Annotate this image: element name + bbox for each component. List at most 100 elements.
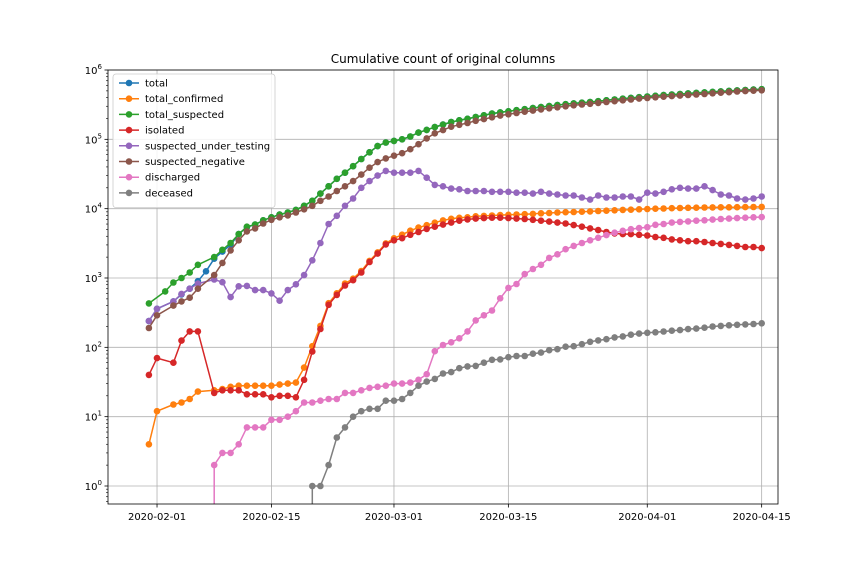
data-point	[210, 253, 218, 261]
data-point	[480, 187, 488, 195]
data-point	[309, 482, 316, 490]
data-point	[578, 101, 586, 108]
data-point	[496, 112, 504, 119]
data-point	[390, 169, 398, 176]
data-point	[742, 214, 749, 221]
data-point	[284, 286, 292, 294]
data-point	[456, 186, 463, 193]
data-point	[619, 193, 627, 200]
data-point	[693, 185, 700, 192]
data-point	[309, 202, 316, 210]
data-point	[398, 136, 406, 143]
data-point	[341, 389, 349, 397]
data-point	[611, 97, 618, 105]
data-point	[472, 215, 480, 222]
data-point	[480, 312, 488, 319]
data-point	[456, 364, 463, 372]
series-discharged	[210, 213, 765, 504]
data-point	[170, 401, 177, 408]
legend-marker	[125, 95, 133, 102]
data-point	[349, 195, 357, 202]
data-point	[268, 382, 275, 390]
legend-item: suspected_under_testing	[119, 141, 270, 152]
data-point	[537, 349, 545, 356]
data-point	[668, 236, 676, 243]
data-point	[668, 92, 676, 100]
data-point	[496, 188, 504, 196]
data-point	[521, 270, 528, 278]
data-point	[586, 225, 594, 232]
data-point	[325, 395, 332, 403]
data-point	[578, 223, 586, 230]
data-point	[554, 251, 561, 258]
data-point	[701, 183, 708, 190]
data-point	[684, 91, 692, 99]
data-point	[570, 208, 577, 216]
data-point	[684, 237, 692, 245]
data-point	[292, 394, 300, 401]
legend-label: total_confirmed	[145, 94, 223, 105]
data-point	[374, 142, 381, 150]
data-point	[742, 203, 749, 211]
data-point	[317, 239, 324, 247]
data-point	[709, 186, 716, 194]
data-point	[488, 307, 496, 314]
data-point	[644, 189, 651, 196]
data-point	[186, 328, 193, 335]
data-point	[513, 352, 520, 360]
data-point	[219, 246, 226, 254]
data-point	[292, 209, 300, 216]
data-point	[423, 370, 431, 378]
data-point	[170, 279, 177, 286]
data-point	[431, 223, 439, 230]
data-point	[447, 185, 455, 192]
legend-label: total	[145, 79, 168, 90]
data-point	[309, 197, 316, 205]
data-point	[480, 115, 488, 123]
data-point	[358, 407, 365, 415]
data-point	[758, 193, 765, 200]
data-point	[407, 389, 414, 397]
data-point	[733, 321, 741, 329]
data-point	[537, 106, 545, 113]
data-point	[693, 217, 700, 224]
data-point	[153, 305, 161, 313]
data-point	[513, 215, 520, 222]
data-point	[652, 205, 659, 212]
data-point	[219, 259, 226, 267]
data-point	[627, 206, 635, 213]
data-point	[709, 216, 716, 223]
data-point	[259, 424, 267, 431]
data-point	[309, 257, 316, 264]
data-point	[537, 188, 545, 196]
data-point	[366, 164, 373, 171]
legend-marker	[125, 111, 133, 118]
plot-frame	[107, 69, 779, 505]
data-point	[742, 196, 749, 203]
data-point	[529, 210, 537, 218]
data-point	[431, 347, 439, 355]
data-point	[447, 123, 455, 130]
data-point	[456, 217, 463, 224]
data-point	[251, 424, 259, 431]
data-point	[472, 362, 480, 370]
data-point	[227, 449, 234, 457]
data-point	[668, 327, 676, 335]
data-point	[292, 281, 300, 288]
data-point	[358, 387, 365, 394]
data-point	[562, 208, 569, 216]
data-point	[619, 333, 627, 340]
data-point	[349, 389, 357, 397]
data-point	[227, 293, 234, 301]
legend-label: total_suspected	[145, 110, 224, 121]
data-point	[333, 434, 341, 441]
data-point	[390, 137, 398, 145]
data-point	[243, 424, 251, 431]
data-point	[660, 220, 667, 228]
data-point	[684, 204, 692, 212]
data-point	[415, 382, 422, 390]
data-point	[284, 392, 292, 400]
x-tick-label: 2020-04-15	[733, 512, 791, 523]
data-point	[447, 219, 455, 226]
